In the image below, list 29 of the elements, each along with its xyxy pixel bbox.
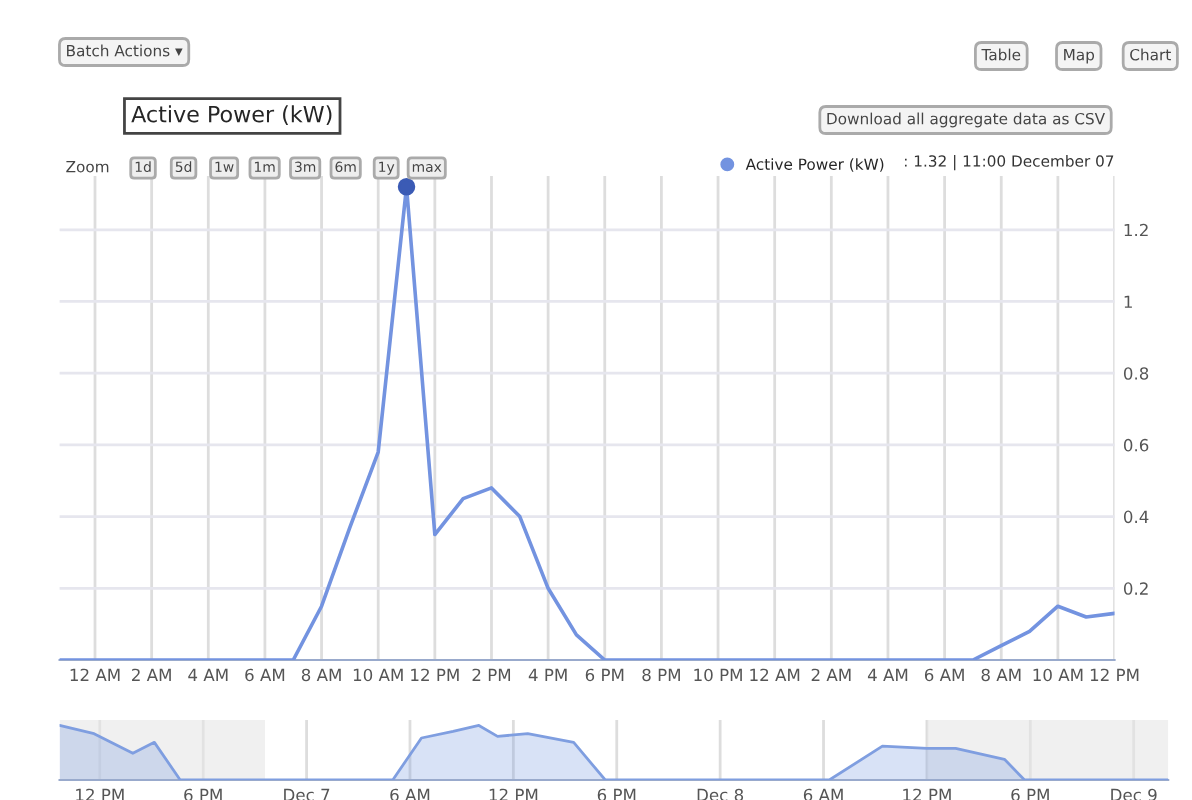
x-tick-label: 2 PM	[472, 668, 511, 681]
y-tick-label: 1	[1124, 295, 1132, 308]
x-tick-label: 12 PM	[1090, 668, 1139, 681]
x-tick-label: 8 AM	[981, 668, 1021, 682]
y-tick-label: 0.4	[1123, 510, 1149, 524]
x-tick-label: 6 AM	[245, 668, 285, 682]
x-tick-label: 12 PM	[411, 668, 459, 681]
x-tick-label: 12 AM	[70, 668, 120, 681]
x-tick-label: 2 AM	[811, 668, 851, 681]
x-tick-label: 12 PM	[76, 788, 124, 800]
x-tick-label: 10 PM	[694, 668, 742, 682]
x-tick-label: 4 AM	[188, 668, 228, 681]
x-tick-label: 6 PM	[585, 668, 624, 682]
x-tick-label: 6 AM	[924, 668, 964, 682]
y-tick-label: 1.2	[1124, 223, 1148, 237]
x-tick-label: 8 PM	[642, 668, 680, 682]
x-tick-label: 12 PM	[903, 788, 951, 800]
x-tick-label: 12 AM	[750, 668, 800, 681]
y-tick-label: 0.6	[1123, 438, 1149, 452]
x-tick-label: 2 AM	[132, 668, 171, 681]
x-tick-label: 4 PM	[528, 668, 567, 681]
x-tick-label: 10 AM	[353, 668, 403, 682]
x-tick-label: 8 AM	[301, 668, 341, 682]
y-tick-label: 0.2	[1123, 582, 1148, 595]
y-tick-label: 0.8	[1123, 367, 1149, 380]
x-tick-label: 10 AM	[1033, 668, 1083, 682]
chart-title: Active Power (kW)	[131, 105, 332, 126]
x-tick-label: 12 PM	[489, 788, 538, 800]
x-tick-label: 4 AM	[867, 668, 908, 681]
